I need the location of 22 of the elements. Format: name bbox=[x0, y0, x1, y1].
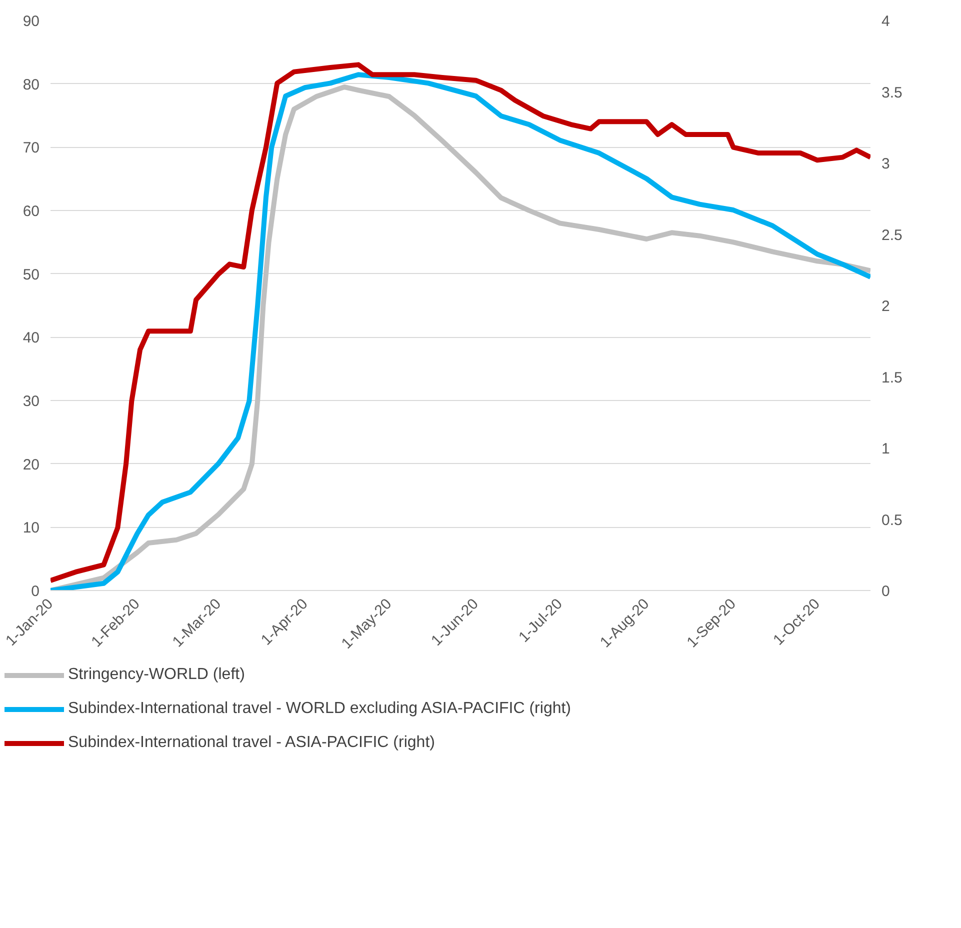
y-tick-label: 80 bbox=[22, 76, 40, 94]
y-tick-label: 40 bbox=[22, 330, 40, 347]
y-tick-label: 20 bbox=[22, 456, 40, 474]
y2-tick-label: 0 bbox=[882, 583, 890, 600]
legend-label: Subindex-International travel - ASIA-PACIFIC (right) bbox=[68, 734, 435, 752]
y2-tick-label: 0.5 bbox=[882, 512, 902, 529]
y-tick-label: 90 bbox=[22, 13, 40, 30]
y-tick-label: 70 bbox=[22, 140, 40, 157]
y2-tick-label: 3 bbox=[882, 156, 890, 172]
y2-tick-label: 1.5 bbox=[882, 369, 902, 386]
y-tick-label: 50 bbox=[22, 266, 40, 284]
y2-tick-label: 4 bbox=[882, 13, 890, 30]
legend-label: Subindex-International travel - WORLD excluding ASIA-PACIFIC (right) bbox=[68, 700, 572, 718]
legend-label: Stringency-WORLD (left) bbox=[68, 666, 245, 684]
y-tick-label: 10 bbox=[22, 520, 40, 537]
y2-tick-label: 1 bbox=[882, 440, 890, 458]
y2-tick-label: 3.5 bbox=[882, 84, 902, 102]
y-tick-label: 60 bbox=[22, 203, 40, 220]
y2-tick-label: 2 bbox=[882, 298, 890, 315]
y-tick-label: 30 bbox=[22, 393, 40, 410]
y2-tick-label: 2.5 bbox=[882, 226, 902, 244]
y-tick-label: 0 bbox=[31, 583, 40, 600]
